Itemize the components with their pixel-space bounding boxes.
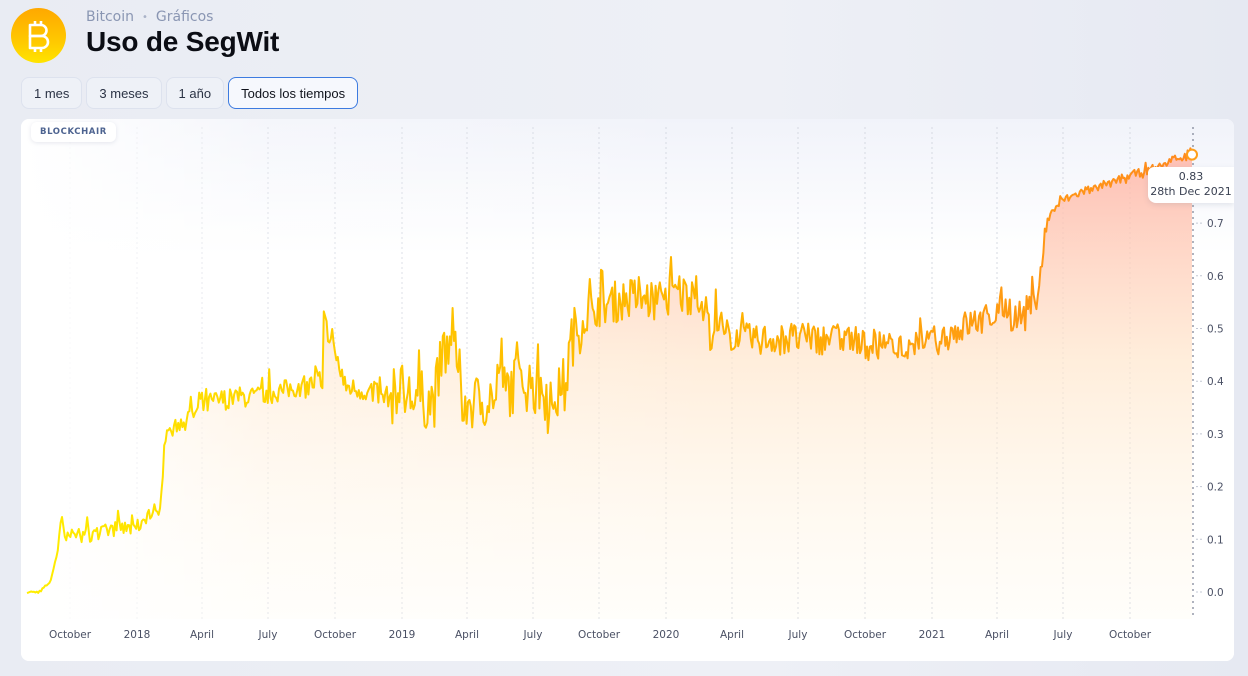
x-tick-label: April [190, 629, 214, 641]
blockchair-watermark: BLOCKCHAIR [31, 122, 116, 142]
y-tick-label: 0.7 [1207, 218, 1224, 230]
series-line [26, 147, 1193, 595]
x-tick-label: July [258, 629, 278, 641]
x-tick-label: July [788, 629, 808, 641]
breadcrumb-charts[interactable]: Gráficos [155, 9, 214, 25]
x-tick-label: 2019 [389, 629, 416, 641]
y-tick-label: 0.0 [1207, 587, 1224, 599]
chart-tooltip: 0.83 28th Dec 2021 [1148, 167, 1234, 203]
bitcoin-logo [11, 8, 66, 63]
x-tick-label: October [1109, 629, 1152, 641]
range-3-months-button[interactable]: 3 meses [86, 77, 162, 109]
x-tick-label: 2018 [124, 629, 151, 641]
x-tick-label: July [1053, 629, 1073, 641]
x-tick-label: October [844, 629, 887, 641]
y-tick-label: 0.2 [1207, 482, 1224, 494]
range-1-year-button[interactable]: 1 año [165, 77, 225, 109]
breadcrumb: Bitcoin • Gráficos [86, 9, 213, 25]
bitcoin-icon [28, 20, 49, 52]
y-tick-label: 0.5 [1207, 324, 1224, 336]
x-tick-label: April [455, 629, 479, 641]
time-range-selector: 1 mes 3 meses 1 año Todos los tiempos [21, 77, 359, 109]
x-tick-label: October [578, 629, 621, 641]
x-tick-label: April [985, 629, 1009, 641]
range-all-time-button[interactable]: Todos los tiempos [228, 77, 359, 109]
breadcrumb-bitcoin[interactable]: Bitcoin [86, 9, 135, 25]
y-tick-label: 0.1 [1207, 534, 1224, 546]
y-tick-label: 0.6 [1207, 271, 1224, 283]
tooltip-value: 0.83 [1178, 170, 1204, 183]
breadcrumb-separator: • [142, 11, 148, 23]
chart-card: BLOCKCHAIR October 2018 April July October 20… [21, 119, 1234, 661]
y-tick-label: 0.4 [1207, 376, 1224, 388]
x-tick-label: April [720, 629, 744, 641]
x-tick-label: 2020 [653, 629, 680, 641]
hover-point-marker[interactable] [1186, 148, 1198, 161]
x-tick-label: October [314, 629, 357, 641]
range-1-month-button[interactable]: 1 mes [21, 77, 83, 109]
x-tick-label: July [523, 629, 543, 641]
tooltip-date: 28th Dec 2021 [1150, 185, 1232, 198]
x-tick-label: 2021 [919, 629, 946, 641]
y-tick-label: 0.3 [1207, 429, 1224, 441]
x-tick-label: October [49, 629, 92, 641]
page-title: Uso de SegWit [86, 26, 280, 57]
segwit-usage-chart[interactable]: October 2018 April July October 2019 April July… [21, 119, 1234, 661]
